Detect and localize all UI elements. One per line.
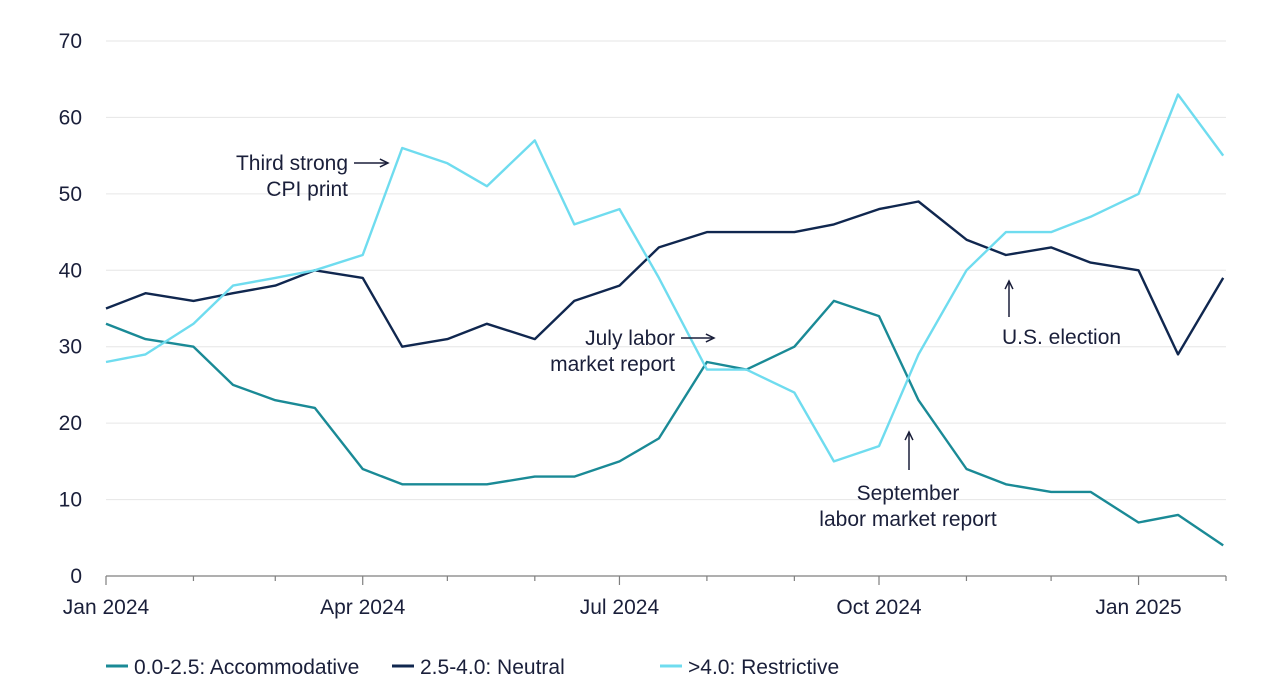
- legend-label-neutral: 2.5-4.0: Neutral: [420, 656, 565, 679]
- x-tick-label: Jan 2024: [63, 596, 150, 619]
- annotation-arrowhead: [705, 333, 716, 343]
- annotation-text: July labor: [585, 327, 675, 350]
- y-axis: 0 10 20 30 40 50 60 70: [59, 30, 82, 588]
- annotation-text: CPI print: [266, 178, 348, 201]
- annotation-text: market report: [550, 353, 675, 376]
- annotation-text: September: [857, 482, 960, 505]
- y-tick-label: 20: [59, 412, 82, 435]
- grid-lines: [106, 40, 1226, 501]
- legend: 0.0-2.5: Accommodative 2.5-4.0: Neutral >4…: [106, 656, 839, 679]
- x-tick-label: Jul 2024: [580, 596, 660, 619]
- y-tick-label: 10: [59, 489, 82, 512]
- annotation-text: Third strong: [236, 152, 348, 175]
- y-tick-label: 50: [59, 183, 82, 206]
- x-tick-label: Apr 2024: [320, 596, 406, 619]
- annotation-arrowhead: [904, 430, 914, 441]
- series-lines: [105, 93, 1225, 547]
- series-line-restrictive: [105, 93, 1225, 463]
- legend-label-restrictive: >4.0: Restrictive: [688, 656, 839, 679]
- annotation-arrowhead: [379, 158, 390, 168]
- annotations: Third strong CPI print July labor market re…: [236, 152, 1121, 531]
- x-tick-label: Jan 2025: [1095, 596, 1181, 619]
- y-tick-label: 40: [59, 259, 82, 282]
- series-line-accommodative: [105, 299, 1224, 547]
- y-tick-label: 0: [70, 565, 82, 588]
- x-tick-label: Oct 2024: [836, 596, 922, 619]
- x-axis: Jan 2024 Apr 2024 Jul 2024 Oct 2024 Jan 2025: [63, 575, 1227, 619]
- y-tick-label: 70: [59, 30, 82, 53]
- y-tick-label: 60: [59, 106, 82, 129]
- annotation-arrowhead: [1004, 279, 1014, 290]
- legend-label-accommodative: 0.0-2.5: Accommodative: [134, 656, 359, 679]
- annotation-text: U.S. election: [1002, 326, 1121, 349]
- y-tick-label: 30: [59, 336, 82, 359]
- annotation-text: labor market report: [819, 508, 997, 531]
- series-line-neutral: [105, 200, 1225, 356]
